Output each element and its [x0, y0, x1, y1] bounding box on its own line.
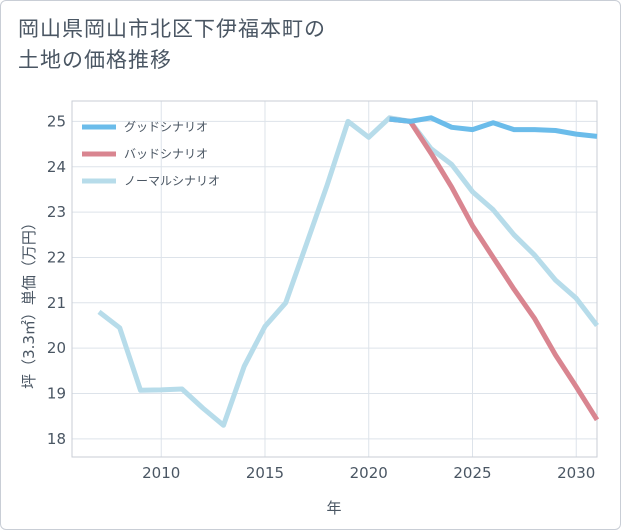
x-tick-label: 2025 — [453, 464, 491, 482]
tick-labels: 2010 2015 2020 2025 2030 18 19 20 21 22 23 24 25 — [47, 112, 595, 482]
chart-title: 岡山県岡山市北区下伊福本町の 土地の価格推移 — [18, 14, 326, 76]
title-line-1: 岡山県岡山市北区下伊福本町の — [18, 17, 326, 41]
legend-label-normal: ノーマルシナリオ — [124, 174, 220, 188]
x-tick-label: 2030 — [557, 464, 595, 482]
x-tick-label: 2015 — [246, 464, 284, 482]
legend-label-good: グッドシナリオ — [124, 120, 208, 134]
y-tick-label: 21 — [47, 294, 66, 312]
x-axis-title: 年 — [326, 499, 341, 517]
x-tick-label: 2020 — [350, 464, 388, 482]
y-tick-label: 24 — [47, 158, 66, 176]
series-line-normal — [97, 115, 599, 428]
y-tick-label: 20 — [47, 339, 66, 357]
y-axis-title: 坪（3.3㎡）単価（万円） — [20, 215, 38, 389]
x-tick-label: 2010 — [142, 464, 180, 482]
y-tick-label: 22 — [47, 248, 66, 266]
plot-frame — [71, 100, 598, 458]
y-tick-label: 25 — [47, 112, 66, 130]
series-line-bad — [389, 116, 600, 422]
title-line-2: 土地の価格推移 — [18, 48, 172, 72]
y-tick-label: 19 — [47, 385, 66, 403]
series-group — [97, 115, 600, 428]
series-line-good — [389, 115, 598, 139]
y-tick-label: 18 — [47, 430, 66, 448]
y-tick-label: 23 — [47, 203, 66, 221]
legend-label-bad: バッドシナリオ — [124, 147, 208, 161]
